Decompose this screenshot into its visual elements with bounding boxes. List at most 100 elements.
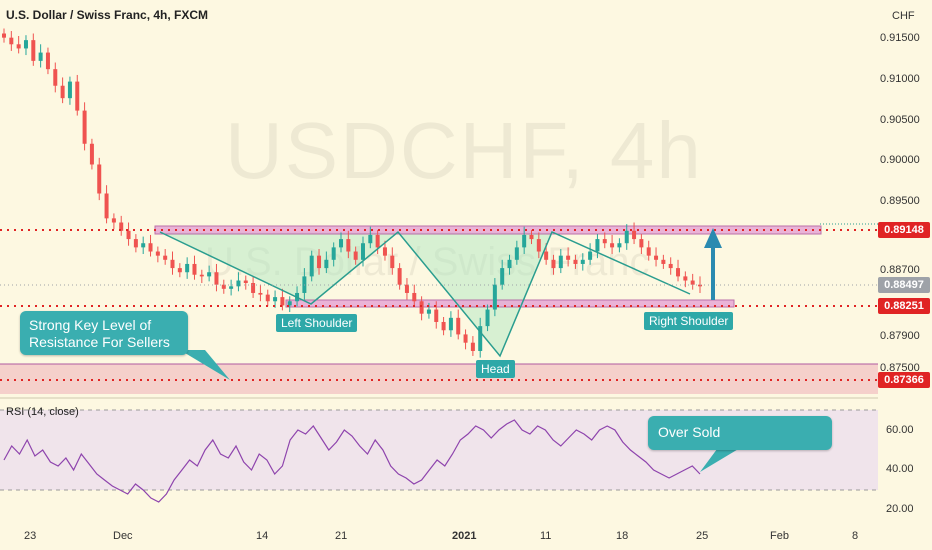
key-level-callout: Strong Key Level of Resistance For Selle… (20, 311, 188, 355)
date-axis-label: 8 (852, 530, 859, 542)
candle-body (23, 40, 28, 49)
price-axis-label: 0.91000 (880, 73, 920, 85)
candle-body (470, 342, 475, 351)
date-axis-label: 2021 (452, 530, 477, 542)
candle-body (397, 268, 402, 285)
candle-body (522, 234, 527, 248)
candle-body (170, 259, 175, 269)
candle-body (60, 85, 65, 99)
candle-body (690, 280, 695, 285)
candle-body (426, 309, 431, 314)
right-shoulder-label: Right Shoulder (644, 312, 734, 330)
over-sold-text: Over Sold (658, 424, 721, 440)
candle-body (53, 69, 58, 86)
candle-body (573, 259, 578, 264)
candle-body (67, 81, 72, 99)
date-axis-label: Dec (113, 530, 133, 542)
candle-body (104, 193, 109, 219)
candle-body (595, 239, 600, 252)
candle-body (456, 317, 461, 335)
candle-body (111, 218, 116, 223)
candle-body (654, 255, 659, 260)
candle-body (148, 243, 153, 252)
candle-body (9, 37, 14, 45)
candle-body (2, 33, 6, 38)
date-axis-label: Feb (770, 530, 789, 542)
candle-body (258, 292, 263, 295)
candle-body (265, 294, 270, 302)
candle-body (368, 234, 373, 244)
candle-body (536, 239, 541, 252)
rsi-axis-label: 60.00 (886, 424, 914, 436)
support-zone (0, 364, 878, 394)
candle-body (646, 247, 651, 256)
candle-body (419, 301, 424, 314)
price-axis-label: 0.90500 (880, 114, 920, 126)
candle-body (661, 259, 666, 264)
rsi-line (3, 419, 701, 503)
date-axis-label: 18 (616, 530, 629, 542)
candle-body (434, 309, 439, 322)
price-axis-label: 0.90000 (880, 154, 920, 166)
candle-body (75, 81, 80, 111)
candle-body (331, 247, 336, 260)
target-arrow-head (704, 228, 722, 248)
price-axis-label: 0.91500 (880, 32, 920, 44)
candle-body (441, 321, 446, 331)
candle-body (617, 243, 622, 248)
rsi-axis-label: 20.00 (886, 503, 914, 515)
date-axis-label: 11 (540, 530, 552, 542)
candle-body (31, 40, 36, 61)
candle-body (346, 239, 351, 252)
pattern-fill (160, 232, 552, 356)
chart-title: U.S. Dollar / Swiss Franc, 4h, FXCM (6, 8, 209, 22)
candle-body (287, 301, 292, 306)
candle-body (89, 143, 94, 165)
candle-body (529, 234, 534, 240)
rsi-axis-label: 40.00 (886, 463, 914, 475)
candle-body (16, 44, 21, 49)
left-shoulder-label: Left Shoulder (276, 314, 358, 332)
current-price-tag: 0.88497 (878, 277, 930, 293)
candle-body (375, 234, 380, 248)
candle-body (382, 247, 387, 256)
candle-body (119, 222, 124, 231)
pattern-lines (159, 230, 691, 358)
candle-body (580, 259, 585, 264)
support-price-tag: 0.87366 (878, 372, 930, 388)
candles-group (2, 28, 702, 358)
resistance-price-tag: 0.89148 (878, 222, 930, 238)
candle-body (155, 251, 160, 256)
candle-body (199, 274, 204, 277)
candle-body (133, 239, 138, 248)
candle-body (544, 251, 549, 260)
candle-body (353, 251, 358, 260)
candle-body (507, 259, 512, 269)
watermark-symbol: USDCHF, 4h (225, 106, 703, 195)
candle-body (668, 263, 673, 269)
neckline-box (285, 299, 735, 308)
candle-body (192, 263, 197, 275)
candle-body (624, 230, 629, 244)
candle-body (632, 230, 637, 240)
candle-body (45, 52, 50, 70)
over-sold-callout: Over Sold (648, 416, 832, 450)
candle-body (448, 317, 453, 331)
price-chart[interactable] (0, 0, 878, 550)
candle-body (360, 243, 365, 260)
candle-body (404, 284, 409, 293)
candle-body (236, 280, 241, 287)
date-axis-label: 25 (696, 530, 709, 542)
candle-body (221, 284, 226, 289)
head-label: Head (476, 360, 515, 378)
candle-body (412, 292, 417, 302)
candle-body (214, 272, 219, 285)
candle-body (82, 110, 87, 144)
candle-body (676, 268, 681, 277)
candle-body (558, 255, 563, 269)
price-axis-label: 0.87500 (880, 362, 920, 374)
key-level-pointer (180, 350, 230, 380)
over-sold-pointer (700, 445, 745, 472)
candle-body (639, 239, 644, 248)
date-axis-label: 21 (335, 530, 348, 542)
